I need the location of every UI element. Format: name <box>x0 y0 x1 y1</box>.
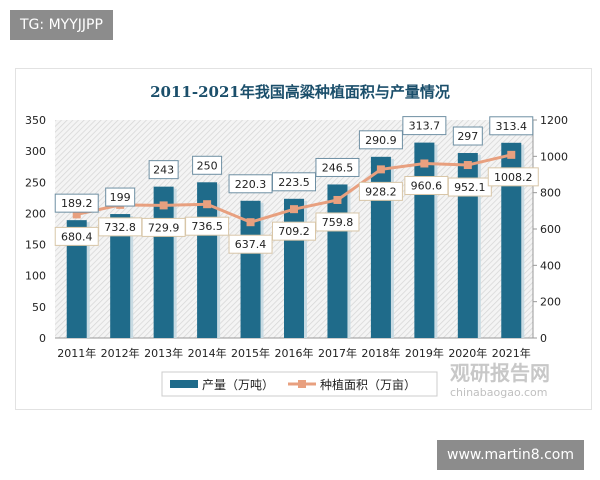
left-tick-label: 50 <box>32 301 46 314</box>
left-tick-label: 350 <box>25 114 46 127</box>
bar-data-label: 199 <box>110 191 131 204</box>
watermark-logo: 观研报告网 <box>450 361 550 385</box>
line-data-label-box <box>447 177 492 197</box>
left-tick-label: 0 <box>39 332 46 345</box>
line-data-label-box <box>358 181 403 201</box>
bar-data-label: 297 <box>457 130 478 143</box>
x-tick-label: 2015年 <box>231 346 270 360</box>
bar <box>414 142 435 338</box>
chart-container <box>15 68 592 410</box>
left-tick-label: 200 <box>25 207 46 220</box>
line-marker <box>72 210 81 219</box>
source-tag: TG: MYYJJPP <box>10 10 113 40</box>
bar-data-label-box <box>315 157 360 177</box>
line-data-label: 960.6 <box>411 179 443 192</box>
line-data-label-box <box>54 226 99 246</box>
bar-data-label-box <box>192 155 223 175</box>
right-tick-label: 600 <box>540 223 561 236</box>
line-marker <box>420 159 429 168</box>
line-data-label: 732.8 <box>104 221 136 234</box>
line-data-label: 1008.2 <box>494 171 533 184</box>
x-tick-label: 2019年 <box>405 346 444 360</box>
line-marker <box>376 165 385 174</box>
right-tick-label: 800 <box>540 187 561 200</box>
left-tick-label: 100 <box>25 270 46 283</box>
x-tick-label: 2011年 <box>57 346 96 360</box>
left-tick-label: 300 <box>25 145 46 158</box>
bar-data-label: 220.3 <box>235 178 267 191</box>
watermark-url: chinabaogao.com <box>450 386 548 399</box>
right-tick-label: 400 <box>540 259 561 272</box>
line-data-label-box <box>228 234 273 254</box>
line-marker <box>246 218 255 227</box>
bar-data-label-box <box>358 130 403 150</box>
x-tick-label: 2014年 <box>188 346 227 360</box>
bar-data-label: 313.4 <box>496 120 528 133</box>
line-data-label: 680.4 <box>61 230 93 243</box>
bar-data-label: 223.5 <box>278 176 310 189</box>
bar <box>110 214 131 338</box>
bar-data-label-box <box>402 116 447 136</box>
bar <box>284 198 304 338</box>
legend-bar-label: 产量（万吨） <box>202 378 274 392</box>
legend-line-marker <box>298 380 306 388</box>
right-tick-label: 1200 <box>540 114 568 127</box>
left-tick-label: 250 <box>25 176 46 189</box>
bar-data-label-box <box>54 193 99 213</box>
line-data-label: 637.4 <box>235 238 267 251</box>
bar-data-label-box <box>452 126 483 146</box>
line-data-label-box <box>185 216 230 236</box>
x-tick-label: 2016年 <box>275 346 314 360</box>
line-marker <box>507 150 516 159</box>
line-data-label-box <box>315 212 360 232</box>
x-tick-label: 2020年 <box>448 346 487 360</box>
line-data-label: 928.2 <box>365 185 397 198</box>
line-data-label: 759.8 <box>322 216 354 229</box>
legend-bar-swatch <box>170 380 198 388</box>
chart-title: 2011-2021年我国高粱种植面积与产量情况 <box>150 83 450 101</box>
line-marker <box>333 195 342 204</box>
legend-line-label: 种植面积（万亩） <box>320 377 416 392</box>
line-data-label: 952.1 <box>454 181 486 194</box>
line-data-label-box <box>487 167 539 187</box>
bar-data-label: 313.7 <box>409 120 441 133</box>
line-data-label: 709.2 <box>278 225 310 238</box>
line-marker <box>463 161 472 170</box>
line-data-label: 736.5 <box>191 220 223 233</box>
bar-data-label-box <box>272 172 316 192</box>
x-tick-label: 2021年 <box>492 346 531 360</box>
left-tick-label: 150 <box>25 239 46 252</box>
line-marker <box>203 200 212 209</box>
bar <box>457 153 478 338</box>
right-tick-label: 1000 <box>540 150 568 163</box>
bar <box>327 184 348 338</box>
x-tick-label: 2017年 <box>318 346 357 360</box>
x-tick-label: 2018年 <box>361 346 400 360</box>
right-tick-label: 200 <box>540 296 561 309</box>
bar <box>501 142 522 338</box>
line-data-label: 729.9 <box>148 221 180 234</box>
line-marker <box>159 201 168 210</box>
bar-data-label: 250 <box>197 159 218 172</box>
bar-data-label-box <box>105 187 136 207</box>
bar-data-label: 290.9 <box>365 134 397 147</box>
bar-data-label: 243 <box>153 164 174 177</box>
bar <box>66 220 87 338</box>
right-tick-label: 0 <box>540 332 547 345</box>
site-tag: www.martin8.com <box>437 440 584 470</box>
line-marker <box>290 205 298 214</box>
bar-data-label-box <box>148 160 179 180</box>
bar <box>370 156 391 338</box>
x-tick-label: 2012年 <box>101 346 140 360</box>
bar-data-label: 189.2 <box>61 197 93 210</box>
bar-data-label-box <box>489 116 534 136</box>
bar-data-label: 246.5 <box>322 161 354 174</box>
x-tick-label: 2013年 <box>144 346 183 360</box>
